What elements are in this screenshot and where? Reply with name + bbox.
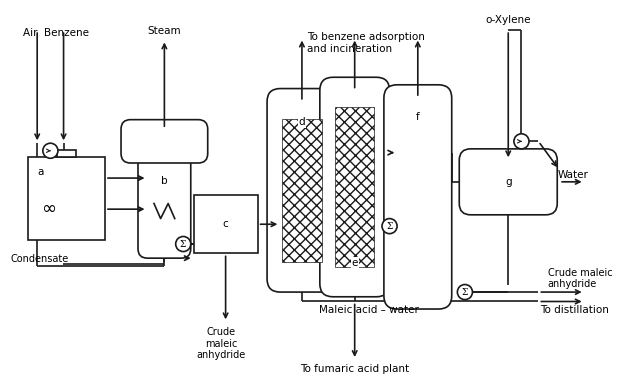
- FancyBboxPatch shape: [138, 145, 191, 258]
- Bar: [28, 157, 105, 240]
- Bar: [335, 108, 374, 267]
- Text: c: c: [223, 219, 228, 229]
- Circle shape: [382, 219, 397, 234]
- Bar: [57, 150, 76, 157]
- Text: To benzene adsorption
and incineration: To benzene adsorption and incineration: [306, 32, 425, 54]
- FancyBboxPatch shape: [459, 149, 557, 215]
- Text: Crude
maleic
anhydride: Crude maleic anhydride: [196, 327, 246, 360]
- Text: Crude maleic
anhydride: Crude maleic anhydride: [548, 268, 612, 289]
- Bar: [194, 195, 258, 253]
- Text: d: d: [298, 117, 305, 127]
- Text: g: g: [505, 177, 511, 187]
- Text: f: f: [416, 112, 420, 122]
- Text: Σ: Σ: [180, 240, 186, 249]
- Text: Steam: Steam: [147, 26, 181, 36]
- Text: ∞: ∞: [41, 200, 56, 218]
- Text: b: b: [161, 176, 168, 186]
- Circle shape: [43, 143, 58, 158]
- Text: Σ: Σ: [462, 287, 468, 296]
- Text: Condensate: Condensate: [11, 254, 69, 264]
- Text: To fumaric acid plant: To fumaric acid plant: [300, 364, 409, 374]
- Text: o-Xylene: o-Xylene: [485, 14, 531, 25]
- Text: Σ: Σ: [386, 222, 392, 231]
- Text: e: e: [352, 258, 358, 268]
- Text: Maleic acid – water: Maleic acid – water: [319, 305, 419, 315]
- Text: Air  Benzene: Air Benzene: [23, 28, 89, 38]
- Text: a: a: [38, 167, 44, 178]
- Circle shape: [176, 237, 191, 251]
- FancyBboxPatch shape: [267, 89, 337, 292]
- Circle shape: [514, 134, 529, 149]
- Bar: [282, 119, 322, 262]
- Text: Water: Water: [557, 170, 588, 180]
- FancyBboxPatch shape: [121, 120, 208, 163]
- FancyBboxPatch shape: [320, 77, 389, 297]
- Text: To distillation: To distillation: [540, 305, 609, 315]
- Circle shape: [457, 285, 472, 300]
- FancyBboxPatch shape: [384, 85, 452, 309]
